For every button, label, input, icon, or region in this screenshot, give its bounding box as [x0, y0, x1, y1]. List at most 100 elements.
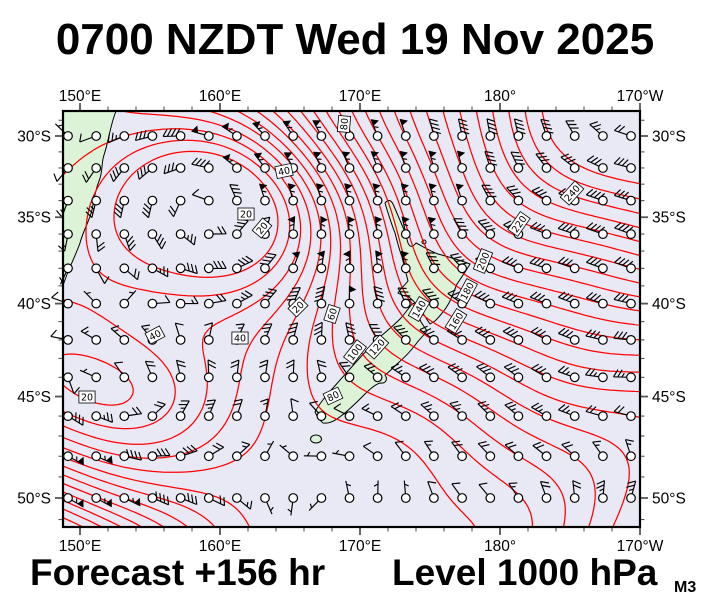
- wind-barb: [474, 326, 496, 345]
- wind-barb: [363, 362, 383, 383]
- wind-barb: [508, 482, 524, 503]
- wind-barb: [162, 128, 186, 141]
- wind-barb: [557, 365, 580, 383]
- wind-barb: [79, 131, 102, 143]
- wind-barb: [147, 448, 171, 462]
- wind-barb: [478, 482, 496, 503]
- wind-barb: [614, 256, 636, 274]
- lon-label-top: 170°W: [617, 88, 664, 105]
- lon-label-top: 150°E: [59, 88, 101, 105]
- wind-barb: [316, 183, 327, 206]
- lat-label-right: 35°S: [652, 210, 686, 227]
- wind-barb: [457, 118, 470, 141]
- wind-barb: [613, 405, 636, 422]
- wind-barb: [332, 449, 355, 462]
- wind-barb: [260, 288, 277, 309]
- wind-barb: [175, 359, 186, 383]
- wind-barb: [259, 183, 270, 206]
- wind-barb: [531, 402, 552, 422]
- wind-barb: [560, 153, 580, 173]
- wind-barb: [589, 121, 608, 141]
- wind-barb: [455, 183, 468, 206]
- wind-barb: [477, 400, 496, 422]
- wind-barb: [418, 363, 439, 383]
- wind-barb: [447, 363, 468, 383]
- wind-barb: [147, 229, 167, 250]
- wind-barb: [394, 440, 411, 462]
- wind-barb: [585, 188, 608, 206]
- wind-barb: [253, 152, 270, 173]
- wind-barb: [229, 184, 242, 206]
- wind-barb: [529, 256, 552, 274]
- wind-barb: [529, 221, 552, 240]
- wind-barb: [287, 215, 299, 240]
- wind-barb: [119, 449, 142, 462]
- lon-label-top: 170°E: [339, 88, 381, 105]
- wind-barb: [477, 441, 496, 462]
- wind-barb: [427, 216, 439, 240]
- wind-barb: [221, 122, 242, 141]
- lat-label-right: 45°S: [652, 389, 686, 406]
- wind-barb: [134, 129, 158, 142]
- wind-barb: [119, 229, 136, 251]
- wind-barb: [163, 162, 186, 175]
- wind-barb: [175, 262, 198, 275]
- wind-barb: [344, 285, 357, 309]
- svg-text:20: 20: [240, 210, 252, 221]
- wind-barb: [333, 403, 355, 422]
- wind-barb: [191, 157, 214, 173]
- wind-barb: [540, 118, 554, 141]
- wind-barb: [501, 291, 524, 309]
- wind-barb: [303, 451, 327, 462]
- wind-barb: [258, 359, 270, 383]
- wind-barb: [530, 326, 552, 345]
- wind-barb: [428, 150, 439, 173]
- wind-barb: [531, 363, 552, 383]
- lon-label-bottom: 160°E: [199, 538, 241, 555]
- axis-tick-marks: [55, 103, 648, 535]
- wind-barb: [313, 151, 327, 173]
- wind-barb: [344, 322, 356, 345]
- wind-barb: [286, 359, 299, 383]
- wind-barb: [287, 493, 299, 516]
- wind-barb: [361, 403, 383, 422]
- lat-label-left: 40°S: [17, 296, 51, 313]
- wind-barb: [113, 195, 130, 219]
- wind-barb: [252, 121, 270, 141]
- wind-barb: [344, 215, 356, 240]
- lat-label-right: 50°S: [652, 491, 686, 508]
- wind-barb: [484, 150, 498, 173]
- wind-barb: [535, 152, 552, 173]
- wind-barb: [63, 493, 84, 508]
- wind-barb: [109, 163, 130, 182]
- wind-barb: [175, 492, 198, 506]
- wind-barb: [613, 330, 636, 345]
- wind-barb: [502, 326, 524, 345]
- wind-barb: [457, 150, 468, 173]
- wind-barb: [372, 183, 383, 206]
- wind-barb: [419, 325, 439, 345]
- wind-barb: [141, 195, 158, 219]
- wind-barb: [231, 255, 254, 274]
- wind-barb: [561, 441, 580, 462]
- wind-barb: [50, 329, 73, 345]
- contour-label: 60: [323, 303, 341, 325]
- wind-barb: [539, 481, 552, 503]
- wind-barb: [453, 218, 469, 240]
- wind-barb: [147, 401, 166, 422]
- wind-barb: [119, 263, 140, 281]
- wind-barb: [624, 439, 636, 462]
- wind-barb: [338, 361, 355, 383]
- wind-barb: [585, 291, 608, 309]
- wind-barb: [63, 372, 80, 395]
- wind-barb: [585, 222, 608, 240]
- wind-barb: [203, 322, 214, 345]
- wind-barb: [175, 400, 190, 422]
- wind-barb: [585, 329, 608, 345]
- contour-label: 20: [78, 390, 96, 404]
- wind-barb: [501, 256, 524, 274]
- wind-barb: [586, 155, 608, 173]
- svg-text:60: 60: [326, 307, 340, 322]
- wind-barb: [400, 480, 411, 503]
- wind-barb: [504, 401, 524, 422]
